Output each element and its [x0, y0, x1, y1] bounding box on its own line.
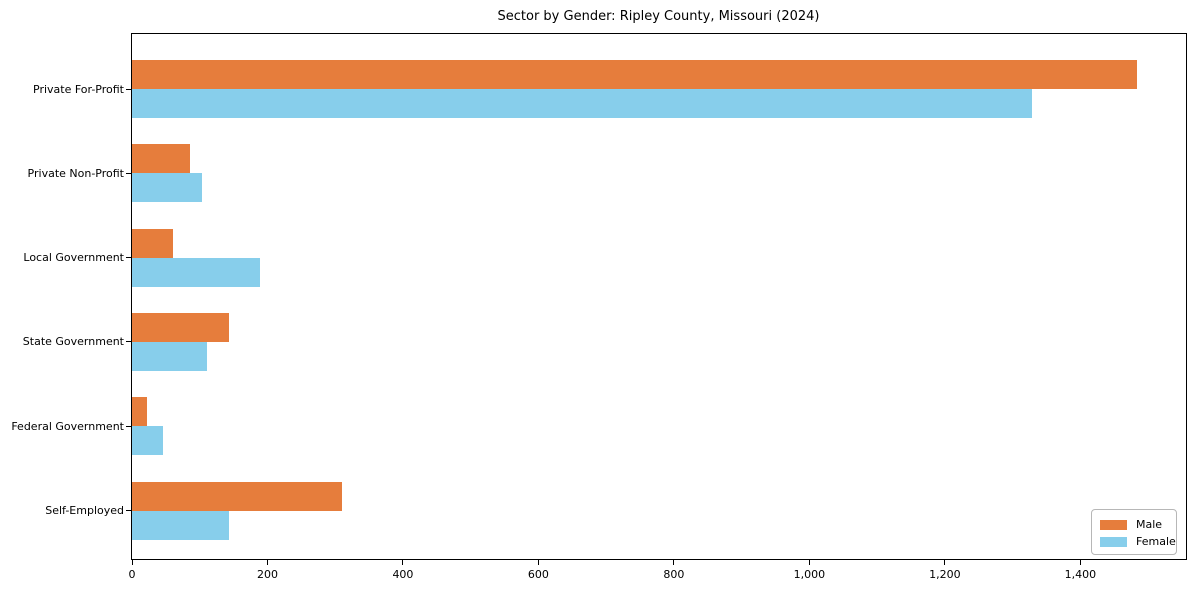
x-label-400: 400	[392, 568, 414, 581]
y-label-self-employed: Self-Employed	[45, 504, 124, 517]
legend-label-female: Female	[1136, 535, 1176, 548]
bar-male-self-employed	[132, 481, 342, 511]
legend-row-male: Male	[1100, 516, 1176, 533]
bar-female-state-government	[132, 341, 208, 371]
y-label-local-government: Local Government	[23, 251, 124, 265]
x-tick-400	[402, 560, 404, 565]
legend-label-male: Male	[1136, 518, 1163, 531]
legend-row-female: Female	[1100, 533, 1176, 550]
y-label-private-for-profit: Private For-Profit	[33, 82, 124, 96]
bar-female-private-for-profit	[132, 89, 1032, 118]
x-label-200: 200	[256, 568, 278, 581]
y-tick-private-for-profit	[126, 88, 131, 90]
x-tick-600	[537, 560, 539, 565]
legend-swatch-female	[1100, 536, 1127, 547]
bar-male-state-government	[132, 312, 229, 342]
y-label-private-non-profit: Private Non-Profit	[27, 166, 124, 180]
x-tick-1-200	[944, 560, 946, 565]
x-label-800: 800	[663, 568, 685, 581]
x-tick-800	[673, 560, 675, 565]
bar-male-private-for-profit	[132, 60, 1137, 89]
y-tick-self-employed	[126, 510, 131, 511]
y-label-state-government: State Government	[22, 335, 124, 349]
bar-female-self-employed	[132, 510, 229, 540]
x-label-1-400: 1,400	[1064, 568, 1097, 581]
x-tick-1-400	[1079, 560, 1081, 565]
bar-female-federal-government	[132, 426, 164, 456]
x-label-1-000: 1,000	[793, 568, 826, 581]
bar-male-private-non-profit	[132, 144, 190, 174]
y-label-federal-government: Federal Government	[11, 419, 124, 433]
y-tick-local-government	[126, 257, 131, 259]
x-tick-0	[131, 560, 133, 565]
x-label-0: 0	[128, 568, 136, 581]
x-tick-200	[266, 560, 268, 565]
legend: Male Female	[1091, 509, 1177, 555]
y-tick-federal-government	[126, 425, 131, 427]
x-tick-1-000	[808, 560, 810, 565]
y-tick-private-non-profit	[126, 172, 131, 174]
legend-swatch-male	[1100, 519, 1127, 530]
x-label-1-200: 1,200	[929, 568, 961, 581]
y-tick-state-government	[126, 341, 131, 343]
x-label-600: 600	[527, 568, 549, 581]
plot-area: Private For-Profit Private Non-Profit Loca…	[11, 33, 1187, 581]
bar-female-private-non-profit	[132, 173, 203, 203]
bar-male-federal-government	[132, 397, 147, 427]
bar-female-local-government	[132, 257, 260, 287]
chart-title: Sector by Gender: Ripley County, Missour…	[497, 9, 820, 24]
bar-male-local-government	[132, 228, 173, 258]
